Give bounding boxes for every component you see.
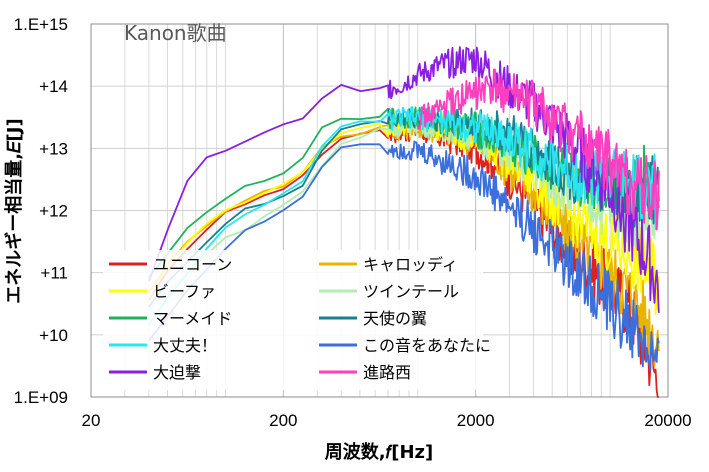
x-tick-label: 20 [82,411,101,430]
y-axis-label: エネルギー相当量,𝐸[J] [3,118,25,303]
x-tick-label: 2000 [457,411,495,430]
legend-label: 天使の翼 [363,309,427,328]
chart-title: Kanon歌曲 [124,21,227,45]
x-axis-label: 周波数,𝑓[Hz] [325,441,433,463]
y-tick-label: +12 [39,202,68,221]
y-tick-label: +13 [39,139,68,158]
x-tick-labels: 20 200 2000 20000 [82,411,692,430]
series-line [416,68,660,231]
legend-label: ツインテール [363,282,459,301]
y-tick-label: +11 [40,264,68,283]
legend-label: 大丈夫！ [153,336,217,355]
x-tick-label: 200 [269,411,297,430]
legend-label: 大迫撃 [153,363,201,382]
legend-background [103,250,483,390]
plot-area-border [90,23,669,398]
y-tick-label: +10 [39,326,68,345]
legend-label: ユニコーン [153,255,232,274]
legend-label: 進路西 [363,363,411,382]
y-tick-label: 1.E+15 [14,15,68,34]
y-tick-labels: 1.E+09 +10 +11 +12 +13 +14 1.E+15 [14,15,68,407]
legend-label: この音をあなたに [363,336,491,355]
legend-label: マーメイド [153,309,232,328]
legend-label: ビーファ [153,282,216,301]
y-tick-label: +14 [39,77,68,96]
series-line [148,140,660,371]
y-tick-label: 1.E+09 [14,388,68,407]
x-tick-label: 20000 [644,411,691,430]
legend-label: キャロッディ [363,255,458,274]
series-layer [148,46,660,398]
